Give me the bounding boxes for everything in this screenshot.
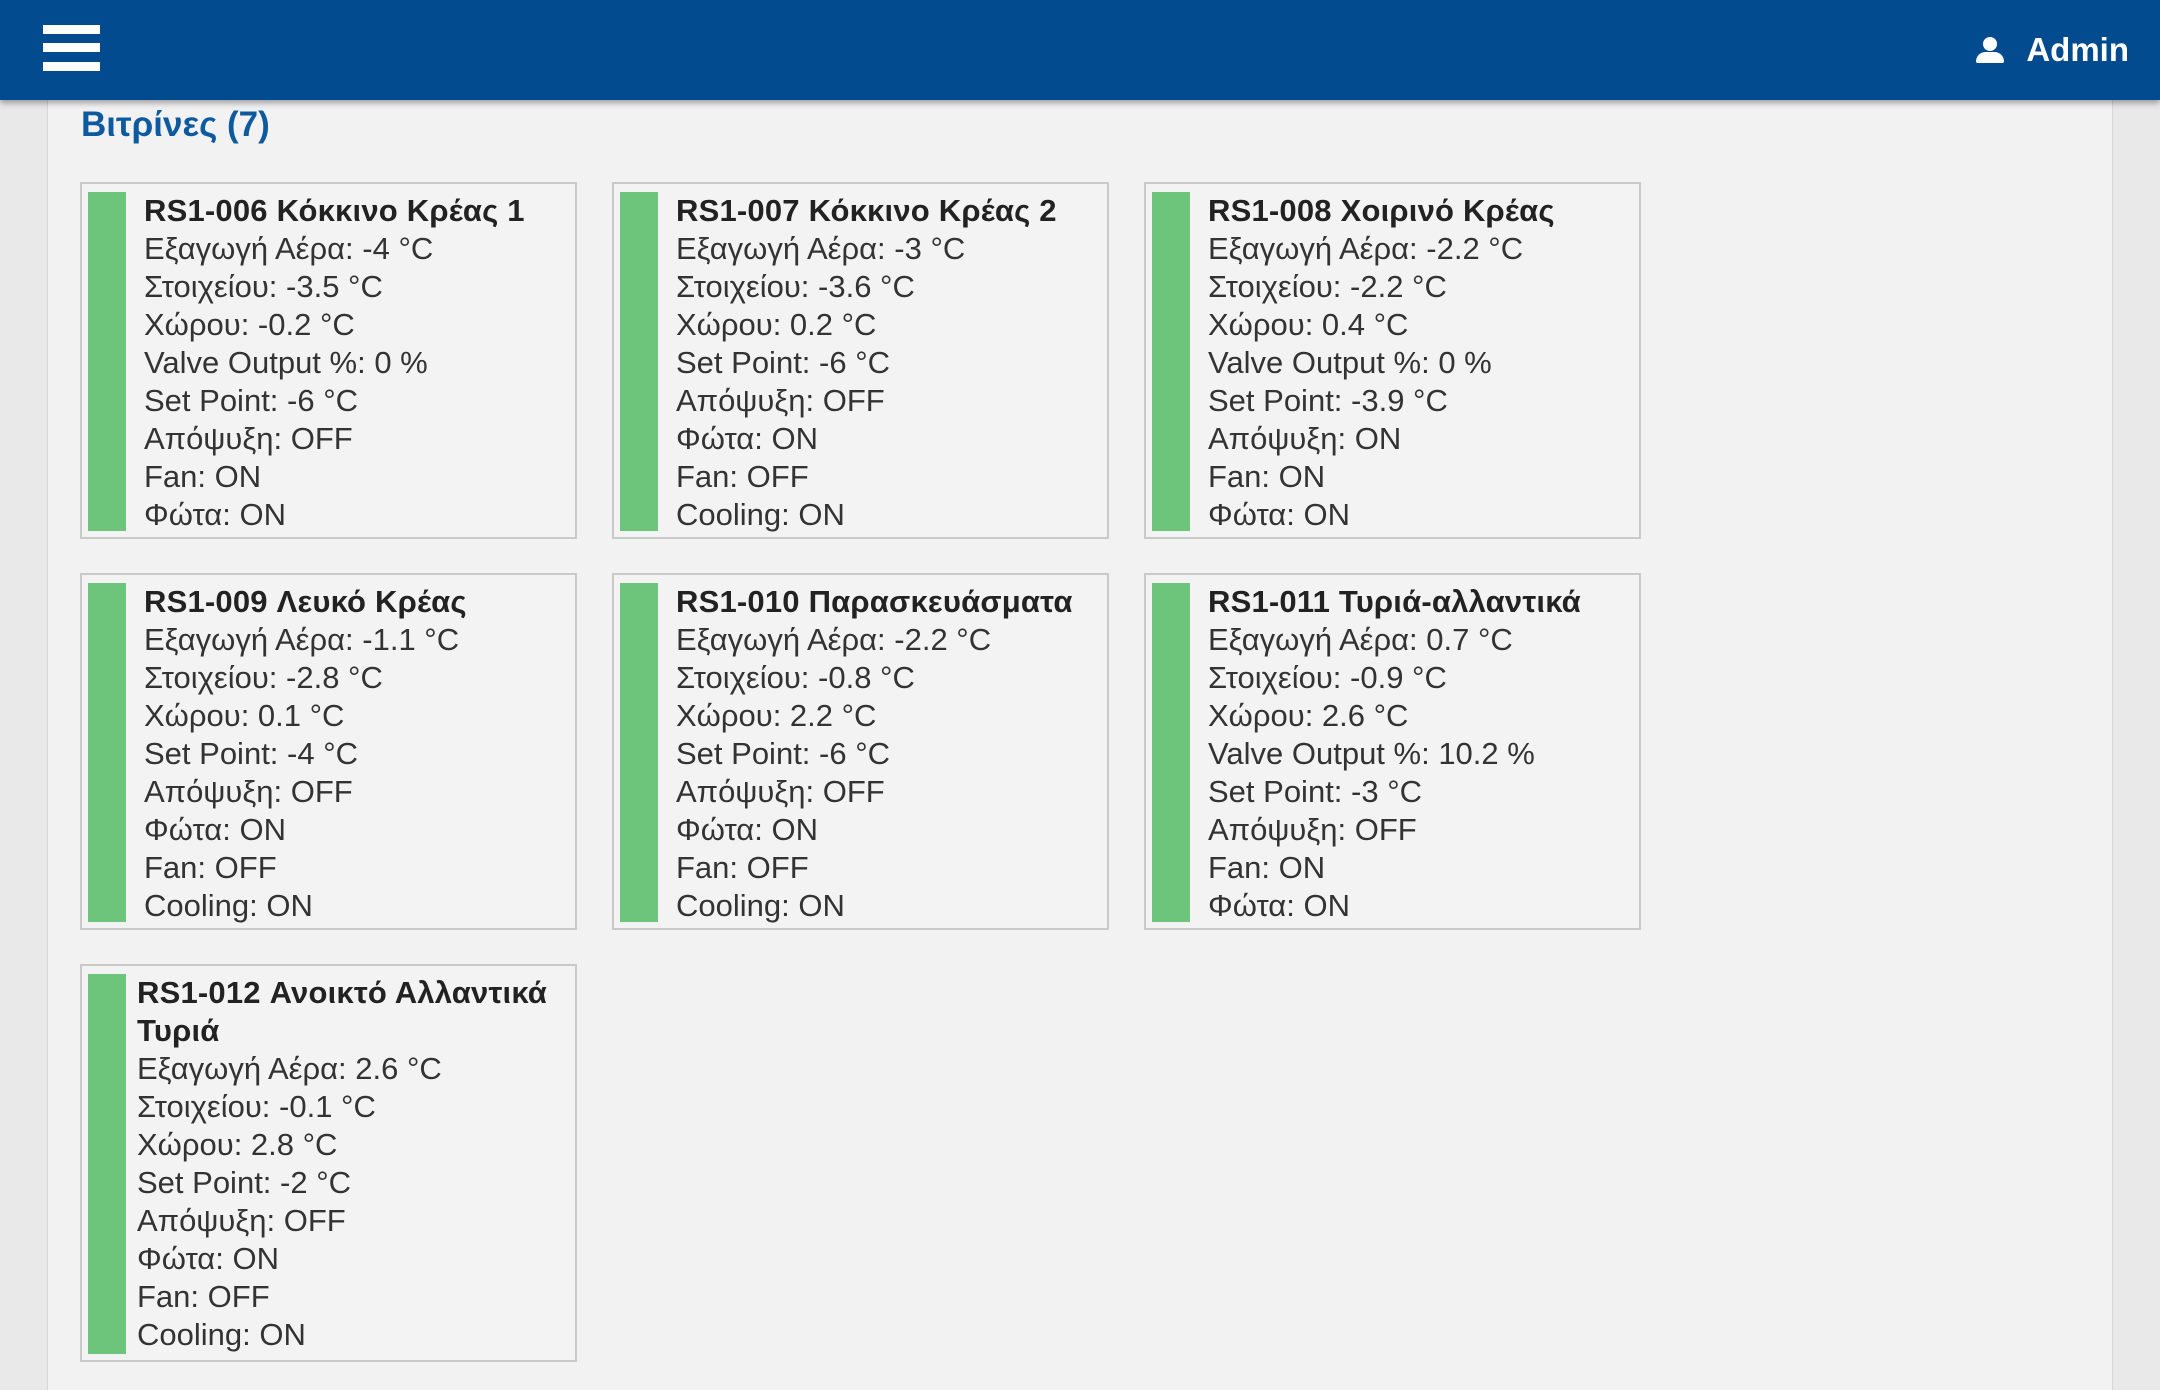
card-line-lights: Φώτα: ON (1208, 888, 1350, 923)
card-title: RS1-007 Κόκκινο Κρέας 2 (676, 193, 1057, 228)
card-title: RS1-008 Χοιρινό Κρέας (1208, 193, 1555, 228)
card-line-exhaust-air: Εξαγωγή Αέρα: -1.1 °C (144, 622, 460, 657)
status-indicator (1152, 192, 1190, 531)
card-line-defrost: Απόψυξη: OFF (137, 1203, 346, 1238)
card-line-room: Χώρου: 0.2 °C (676, 307, 877, 342)
user-menu[interactable]: Admin (1976, 0, 2129, 100)
card-line-lights: Φώτα: ON (1208, 497, 1350, 532)
card-line-valve-output: Valve Output %: 0 % (1208, 345, 1492, 380)
card-line-fan: Fan: OFF (676, 850, 809, 885)
card-line-cooling: Cooling: ON (137, 1317, 306, 1352)
status-indicator (88, 974, 126, 1354)
card-line-exhaust-air: Εξαγωγή Αέρα: -4 °C (144, 231, 434, 266)
card-line-set-point: Set Point: -6 °C (144, 383, 358, 418)
card-line-set-point: Set Point: -3.9 °C (1208, 383, 1448, 418)
card-title: RS1-011 Τυριά-αλλαντικά (1208, 584, 1581, 619)
card-line-element: Στοιχείου: -3.5 °C (144, 269, 383, 304)
card-line-defrost: Απόψυξη: OFF (1208, 812, 1417, 847)
card-line-set-point: Set Point: -6 °C (676, 345, 890, 380)
top-navigation-bar: Admin (0, 0, 2160, 100)
card-line-fan: Fan: OFF (137, 1279, 270, 1314)
user-icon (1976, 37, 2005, 63)
status-indicator (1152, 583, 1190, 922)
card-line-exhaust-air: Εξαγωγή Αέρα: 2.6 °C (137, 1051, 442, 1086)
card-line-room: Χώρου: 0.4 °C (1208, 307, 1409, 342)
card-line-valve-output: Valve Output %: 10.2 % (1208, 736, 1535, 771)
card-line-element: Στοιχείου: -0.1 °C (137, 1089, 376, 1124)
card-line-defrost: Απόψυξη: OFF (676, 383, 885, 418)
showcase-card[interactable]: RS1-007 Κόκκινο Κρέας 2 Εξαγωγή Αέρα: -3… (612, 182, 1109, 539)
showcase-card[interactable]: RS1-011 Τυριά-αλλαντικά Εξαγωγή Αέρα: 0.… (1144, 573, 1641, 930)
page-title: Βιτρίνες (7) (81, 105, 270, 144)
card-line-exhaust-air: Εξαγωγή Αέρα: -2.2 °C (676, 622, 992, 657)
showcase-card[interactable]: RS1-008 Χοιρινό Κρέας Εξαγωγή Αέρα: -2.2… (1144, 182, 1641, 539)
user-name: Admin (2026, 31, 2129, 68)
card-line-room: Χώρου: -0.2 °C (144, 307, 355, 342)
status-indicator (88, 192, 126, 531)
showcase-card[interactable]: RS1-006 Κόκκινο Κρέας 1 Εξαγωγή Αέρα: -4… (80, 182, 577, 539)
card-line-element: Στοιχείου: -2.8 °C (144, 660, 383, 695)
card-line-room: Χώρου: 2.8 °C (137, 1127, 338, 1162)
card-line-room: Χώρου: 0.1 °C (144, 698, 345, 733)
card-line-lights: Φώτα: ON (137, 1241, 279, 1276)
card-title: RS1-012 Ανοικτό Αλλαντικά Τυριά (137, 975, 548, 1048)
card-line-set-point: Set Point: -2 °C (137, 1165, 351, 1200)
card-line-room: Χώρου: 2.6 °C (1208, 698, 1409, 733)
card-title: RS1-009 Λευκό Κρέας (144, 584, 467, 619)
showcase-card[interactable]: RS1-009 Λευκό Κρέας Εξαγωγή Αέρα: -1.1 °… (80, 573, 577, 930)
card-line-cooling: Cooling: ON (144, 888, 313, 923)
card-line-cooling: Cooling: ON (676, 888, 845, 923)
status-indicator (620, 583, 658, 922)
card-line-fan: Fan: OFF (144, 850, 277, 885)
hamburger-menu-icon[interactable] (43, 25, 100, 71)
showcase-card[interactable]: RS1-012 Ανοικτό Αλλαντικά Τυριά Εξαγωγή … (80, 964, 577, 1362)
card-line-fan: Fan: ON (144, 459, 262, 494)
card-line-element: Στοιχείου: -3.6 °C (676, 269, 915, 304)
card-line-fan: Fan: ON (1208, 459, 1326, 494)
card-line-set-point: Set Point: -4 °C (144, 736, 358, 771)
card-line-defrost: Απόψυξη: OFF (676, 774, 885, 809)
showcase-card[interactable]: RS1-010 Παρασκευάσματα Εξαγωγή Αέρα: -2.… (612, 573, 1109, 930)
card-line-fan: Fan: OFF (676, 459, 809, 494)
card-line-cooling: Cooling: ON (676, 497, 845, 532)
card-line-lights: Φώτα: ON (144, 812, 286, 847)
card-line-element: Στοιχείου: -2.2 °C (1208, 269, 1447, 304)
card-title: RS1-006 Κόκκινο Κρέας 1 (144, 193, 525, 228)
card-line-exhaust-air: Εξαγωγή Αέρα: 0.7 °C (1208, 622, 1513, 657)
card-line-set-point: Set Point: -3 °C (1208, 774, 1422, 809)
status-indicator (88, 583, 126, 922)
card-line-element: Στοιχείου: -0.9 °C (1208, 660, 1447, 695)
card-line-valve-output: Valve Output %: 0 % (144, 345, 428, 380)
card-title: RS1-010 Παρασκευάσματα (676, 584, 1073, 619)
card-line-lights: Φώτα: ON (144, 497, 286, 532)
card-line-exhaust-air: Εξαγωγή Αέρα: -3 °C (676, 231, 966, 266)
card-line-defrost: Απόψυξη: ON (1208, 421, 1402, 456)
card-line-lights: Φώτα: ON (676, 421, 818, 456)
card-line-fan: Fan: ON (1208, 850, 1326, 885)
card-line-lights: Φώτα: ON (676, 812, 818, 847)
card-line-room: Χώρου: 2.2 °C (676, 698, 877, 733)
card-line-exhaust-air: Εξαγωγή Αέρα: -2.2 °C (1208, 231, 1524, 266)
card-line-defrost: Απόψυξη: OFF (144, 774, 353, 809)
card-line-element: Στοιχείου: -0.8 °C (676, 660, 915, 695)
status-indicator (620, 192, 658, 531)
card-line-set-point: Set Point: -6 °C (676, 736, 890, 771)
card-line-defrost: Απόψυξη: OFF (144, 421, 353, 456)
